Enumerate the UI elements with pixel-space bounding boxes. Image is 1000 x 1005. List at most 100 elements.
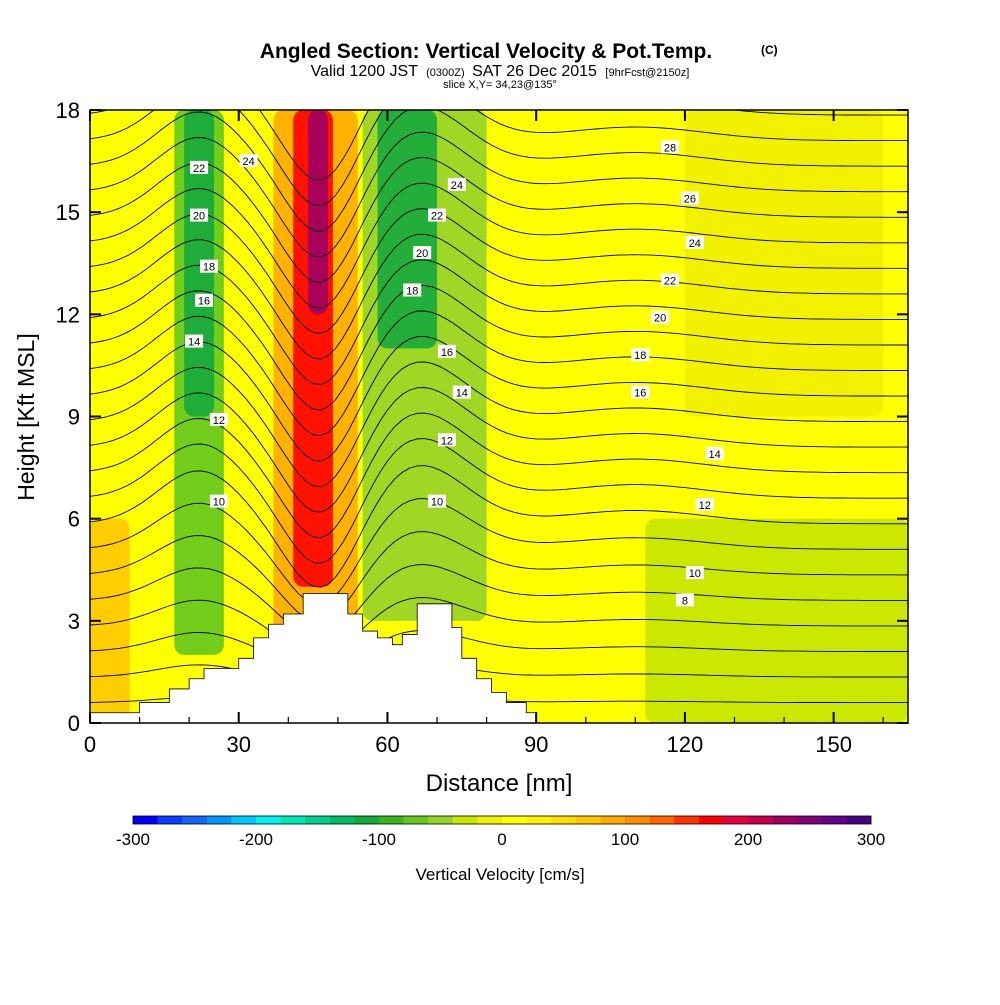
contour-label-box <box>675 593 694 607</box>
x-tick-label: 120 <box>667 732 704 757</box>
contour-label-text: 18 <box>634 350 646 362</box>
colorbar-swatch <box>182 816 208 824</box>
contour-label-box <box>661 273 680 287</box>
y-tick-label: 0 <box>68 711 80 736</box>
contour-label-box <box>447 177 466 191</box>
contour-label-box <box>199 259 218 273</box>
velocity-region <box>511 450 636 723</box>
colorbar-ticks: -300 -200 -100 0 100 200 300 <box>116 830 885 849</box>
colorbar-tick-label: 200 <box>734 830 762 849</box>
contour-label-text: 20 <box>416 248 428 260</box>
x-tick-label: 150 <box>815 732 852 757</box>
y-tick-label: 6 <box>68 507 80 532</box>
contour-label-box <box>680 191 699 205</box>
colorbar-tick-label: -300 <box>116 830 150 849</box>
terrain <box>90 593 537 723</box>
x-tick-label: 90 <box>524 732 548 757</box>
colorbar-swatch <box>698 816 724 824</box>
slice-label: slice X,Y= 34,23@135° <box>443 79 557 91</box>
y-tick-label: 18 <box>56 98 80 123</box>
contour-label: 12 <box>695 498 714 512</box>
contour-label-text: 12 <box>213 415 225 427</box>
colorbar-swatch <box>231 816 257 824</box>
contour-label-text: 24 <box>689 238 701 250</box>
contour-label-box <box>428 494 447 508</box>
theta-line <box>90 498 908 606</box>
y-tick-label: 9 <box>68 405 80 430</box>
theta-line <box>90 208 908 334</box>
contour-label-box <box>685 566 704 580</box>
contour-label-text: 26 <box>684 194 696 206</box>
contour-label: 20 <box>413 246 432 260</box>
contour-label: 22 <box>190 160 209 175</box>
theta-line <box>90 110 908 181</box>
contour-label-text: 22 <box>431 211 443 223</box>
contour-label: 10 <box>209 494 228 509</box>
contour-label-text: 28 <box>664 142 676 154</box>
contour-label-box <box>209 494 228 508</box>
colorbar-swatch <box>502 816 527 824</box>
colorbar-tick-label: 100 <box>611 830 639 849</box>
contour-label: 12 <box>209 412 228 427</box>
theta-line <box>90 564 908 640</box>
colorbar <box>132 815 872 825</box>
y-tick-label: 3 <box>68 609 80 634</box>
theta-line <box>90 630 908 675</box>
velocity-field <box>90 110 908 723</box>
subtitle-utc: (0300Z) <box>426 67 465 79</box>
contour-label-box <box>190 208 209 222</box>
contour-labels: 28 26 24 22 20 18 16 14 12 10 8 22 24 20 18 16 14 12 10 24 2… <box>185 140 724 607</box>
colorbar-swatch <box>206 816 232 824</box>
contour-label: 20 <box>190 208 209 223</box>
colorbar-swatch <box>674 816 700 824</box>
x-tick-label: 30 <box>226 732 250 757</box>
theta-line <box>90 310 908 437</box>
x-tick-label: 0 <box>84 732 96 757</box>
contour-label-box <box>209 412 228 426</box>
y-axis: 0 3 6 9 12 15 18 <box>56 98 908 736</box>
contour-label-box <box>631 385 650 399</box>
contour-label: 26 <box>680 191 699 206</box>
colorbar-label: Vertical Velocity [cm/s] <box>415 865 584 884</box>
contour-label-text: 16 <box>198 296 210 308</box>
contour-label: 24 <box>685 235 704 250</box>
contour-label: 24 <box>239 154 258 168</box>
contour-label-box <box>685 235 704 249</box>
contour-label: 14 <box>705 446 724 461</box>
colorbar-swatch <box>403 816 429 824</box>
contour-label-text: 20 <box>193 211 205 223</box>
contour-label-box <box>239 154 258 168</box>
theta-line <box>90 465 908 588</box>
contour-label-text: 24 <box>451 180 463 192</box>
contour-label-text: 12 <box>699 500 711 512</box>
colorbar-swatch <box>329 816 355 824</box>
contour-label: 10 <box>428 494 447 509</box>
contour-label: 22 <box>661 273 680 287</box>
contour-label: 22 <box>428 208 447 223</box>
contour-label-box <box>437 344 456 358</box>
colorbar-swatch <box>428 816 454 824</box>
colorbar-swatch <box>625 816 650 824</box>
contour-label-box <box>437 433 456 447</box>
theta-line <box>90 110 908 232</box>
contour-label-box <box>452 385 471 399</box>
colorbar-swatch <box>133 816 158 824</box>
colorbar-swatch <box>354 816 380 824</box>
colorbar-swatch <box>575 816 601 824</box>
theta-line <box>90 157 908 283</box>
colorbar-swatch <box>772 816 798 824</box>
x-tick-label: 60 <box>375 732 399 757</box>
contour-label-text: 24 <box>243 156 255 168</box>
theta-line <box>90 438 908 564</box>
colorbar-tick-label: -200 <box>239 830 273 849</box>
theta-line <box>90 259 908 385</box>
colorbar-swatch <box>649 816 675 824</box>
contour-label: 18 <box>631 348 650 362</box>
contour-label-box <box>413 246 432 260</box>
colorbar-swatch <box>256 816 281 824</box>
colorbar-swatch <box>797 816 823 824</box>
chart-title: Angled Section: Vertical Velocity & Pot.… <box>260 40 712 63</box>
theta-line <box>90 335 908 462</box>
